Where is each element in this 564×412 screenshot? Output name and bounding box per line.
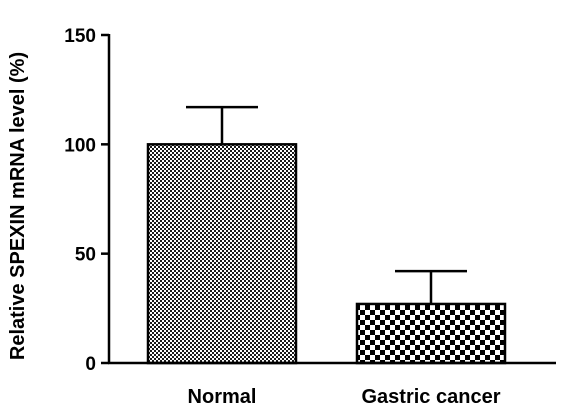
- y-tick-label: 50: [75, 245, 96, 266]
- y-tick-label: 0: [85, 354, 96, 375]
- bar: [146, 143, 298, 365]
- y-tick-label: 150: [64, 26, 96, 47]
- x-category-label: Gastric cancer: [362, 386, 501, 408]
- bar: [355, 302, 507, 365]
- x-category-label: Normal: [188, 386, 257, 408]
- y-axis-title: Relative SPEXIN mRNA level (%): [7, 52, 29, 360]
- y-tick-label: 100: [64, 135, 96, 156]
